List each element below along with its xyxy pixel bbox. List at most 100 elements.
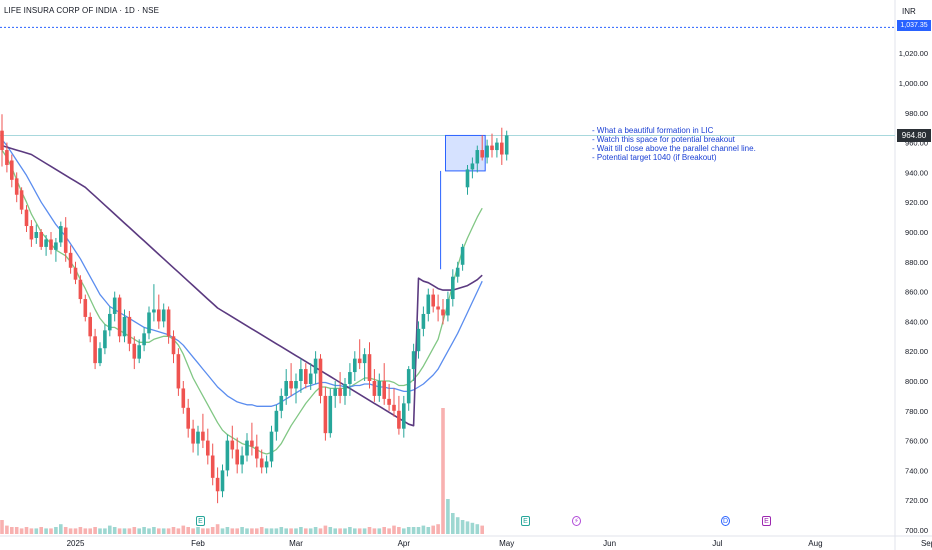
- candle-body: [504, 135, 509, 155]
- candle-body: [201, 431, 205, 441]
- volume-bar: [372, 528, 377, 534]
- volume-bar: [333, 528, 337, 534]
- volume-bar: [171, 527, 176, 534]
- candle-body: [10, 160, 14, 180]
- earnings-upcoming-icon[interactable]: E: [762, 516, 771, 526]
- volume-bar: [269, 528, 274, 534]
- x-tick-label: Apr: [398, 539, 411, 548]
- candle-body: [54, 242, 58, 250]
- candle-body: [392, 404, 396, 411]
- candle-body: [323, 395, 328, 434]
- volume-bar: [225, 527, 230, 534]
- y-tick-label: 820.00: [905, 347, 928, 356]
- volume-bar: [377, 528, 382, 534]
- volume-bar: [470, 522, 475, 534]
- candle-body: [402, 403, 406, 429]
- volume-bar: [220, 528, 225, 534]
- candle-body: [112, 297, 117, 314]
- candle-body: [59, 226, 63, 243]
- volume-bar: [436, 524, 440, 534]
- candle-body: [240, 455, 244, 465]
- volume-bar: [5, 525, 9, 534]
- volume-bar: [206, 528, 210, 534]
- volume-bar: [250, 528, 254, 534]
- volume-bar: [196, 527, 200, 534]
- candle-body: [421, 313, 426, 329]
- volume-bar: [338, 528, 342, 534]
- candle-body: [137, 345, 141, 359]
- candle-body: [284, 381, 288, 396]
- volume-bar: [416, 527, 421, 534]
- candle-body: [274, 410, 279, 432]
- candle-body: [98, 348, 102, 364]
- volume-bar: [441, 408, 445, 534]
- currency-label[interactable]: INR: [902, 7, 916, 16]
- candle-body: [196, 431, 200, 444]
- volume-bar: [88, 528, 92, 534]
- y-tick-label: 960.00: [905, 139, 928, 148]
- volume-bar: [191, 528, 195, 534]
- y-tick-label: 1,020.00: [899, 49, 928, 58]
- volume-bar: [387, 528, 391, 534]
- candle-body: [191, 428, 195, 444]
- candle-body: [171, 336, 176, 355]
- candle-body: [117, 297, 122, 337]
- candle-body: [475, 150, 480, 164]
- x-tick-label: 2025: [67, 539, 85, 548]
- volume-bar: [83, 528, 88, 534]
- volume-bar: [274, 528, 279, 534]
- candle-body: [269, 431, 274, 462]
- candle-body: [318, 358, 323, 396]
- candle-body: [343, 383, 347, 396]
- volume-bar: [108, 525, 112, 534]
- volume-bar: [63, 527, 68, 534]
- note-line: - Watch this space for potential breakou…: [592, 135, 735, 144]
- moving-average-line: [1, 149, 483, 455]
- volume-bar: [426, 527, 431, 534]
- symbol-title: LIFE INSURA CORP OF INDIA · 1D · NSE: [4, 6, 160, 15]
- volume-bar: [294, 528, 298, 534]
- candle-body: [49, 239, 53, 250]
- candle-body: [353, 358, 357, 373]
- volume-bar: [215, 524, 220, 534]
- split-event-icon[interactable]: ⚡: [572, 516, 581, 526]
- dividend-event-icon[interactable]: D: [721, 516, 730, 526]
- volume-bar: [264, 528, 269, 534]
- candle-body: [411, 351, 416, 370]
- candle-body: [313, 358, 318, 374]
- volume-bar: [397, 527, 401, 534]
- candle-body: [387, 398, 391, 405]
- candle-body: [382, 381, 386, 399]
- volume-bar: [98, 528, 102, 534]
- earnings-event-icon[interactable]: E: [196, 516, 205, 526]
- volume-bar: [152, 527, 156, 534]
- volume-bar: [411, 527, 416, 534]
- candle-body: [299, 369, 303, 381]
- candle-body: [426, 294, 431, 314]
- candle-body: [495, 142, 499, 151]
- volume-bar: [313, 527, 318, 534]
- volume-bar: [259, 527, 264, 534]
- volume-bar: [161, 528, 166, 534]
- candle-body: [44, 239, 48, 247]
- note-line: - Wait till close above the parallel cha…: [592, 144, 756, 153]
- y-tick-label: 920.00: [905, 198, 928, 207]
- y-tick-label: 980.00: [905, 109, 928, 118]
- candle-body: [431, 294, 435, 307]
- candle-body: [245, 440, 249, 456]
- candle-body: [161, 309, 166, 322]
- candle-body: [132, 343, 137, 359]
- candle-body: [142, 333, 146, 346]
- candle-body: [455, 267, 460, 277]
- volume-bar: [73, 528, 78, 534]
- volume-bar: [353, 528, 357, 534]
- y-tick-label: 800.00: [905, 377, 928, 386]
- y-tick-label: 700.00: [905, 526, 928, 535]
- candle-body: [73, 267, 78, 280]
- candle-body: [362, 354, 367, 364]
- candle-body: [436, 306, 440, 310]
- earnings-event-icon[interactable]: E: [521, 516, 530, 526]
- candle-body: [186, 407, 190, 429]
- candle-body: [83, 299, 88, 317]
